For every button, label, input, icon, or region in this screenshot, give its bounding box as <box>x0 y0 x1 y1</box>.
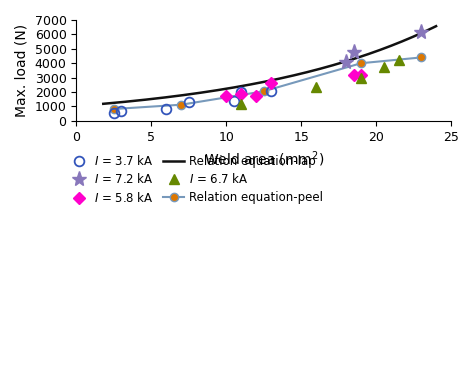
Legend: $I$ = 3.7 kA, $I$ = 7.2 kA, $I$ = 5.8 kA, Relation equation-lap, $I$ = 6.7 kA, R: $I$ = 3.7 kA, $I$ = 7.2 kA, $I$ = 5.8 kA… <box>64 149 328 210</box>
X-axis label: Weld area (mm$^2$): Weld area (mm$^2$) <box>203 149 324 169</box>
Y-axis label: Max. load (N): Max. load (N) <box>15 24 29 117</box>
